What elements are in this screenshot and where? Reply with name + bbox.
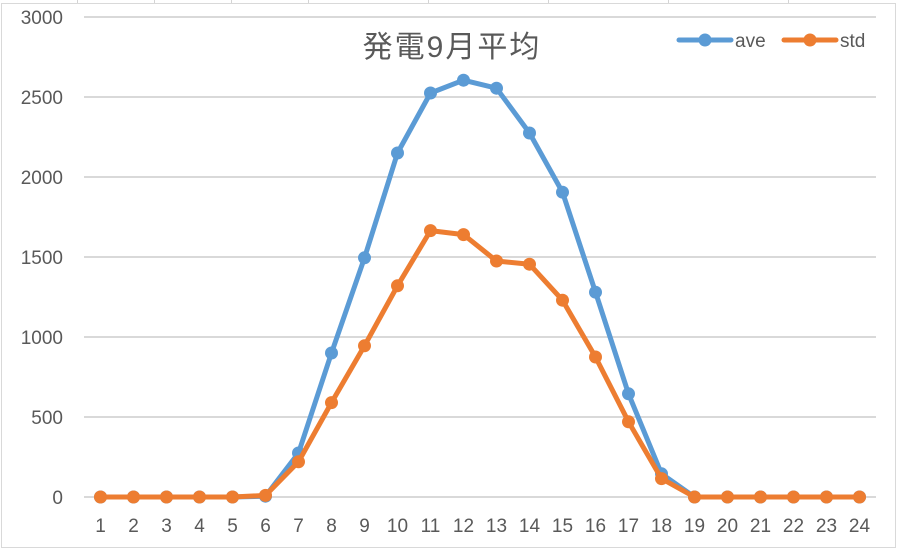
x-tick-label: 20 (717, 516, 738, 537)
x-tick-label: 17 (618, 516, 639, 537)
data-point-marker[interactable] (358, 251, 371, 265)
x-tick-label: 21 (750, 516, 771, 537)
data-point-marker[interactable] (490, 254, 503, 268)
data-point-marker[interactable] (325, 346, 338, 360)
y-tick-label: 1500 (21, 248, 63, 269)
series-std (94, 224, 866, 504)
x-tick-label: 5 (227, 516, 238, 537)
y-gridlines (84, 16, 876, 498)
x-tick-label: 15 (552, 516, 573, 537)
legend-label: std (840, 31, 865, 52)
data-series (94, 73, 866, 504)
x-tick-label: 11 (421, 516, 441, 537)
data-point-marker[interactable] (523, 126, 536, 140)
x-tick-label: 8 (326, 516, 337, 537)
data-point-marker[interactable] (259, 488, 272, 502)
data-point-marker[interactable] (160, 490, 173, 504)
y-tick-label: 3000 (21, 8, 63, 29)
series-line (100, 228, 860, 500)
x-axis-tick-labels: 1 2 3 4 5 6 7 8 9 10 11 12 13 14 15 16 17 18 19 20 21 22 23 24 (95, 516, 870, 537)
data-point-marker[interactable] (556, 293, 569, 307)
series-ave (94, 73, 866, 504)
data-point-marker[interactable] (853, 490, 866, 504)
x-tick-label: 9 (359, 516, 370, 537)
data-point-marker[interactable] (424, 86, 437, 100)
data-point-marker[interactable] (391, 279, 404, 293)
data-point-marker[interactable] (292, 455, 305, 469)
data-point-marker[interactable] (127, 490, 140, 504)
x-tick-label: 10 (387, 516, 408, 537)
data-point-marker[interactable] (655, 472, 668, 486)
data-point-marker[interactable] (391, 146, 404, 160)
series-line (100, 77, 860, 500)
x-tick-label: 16 (585, 516, 606, 537)
x-tick-label: 18 (651, 516, 672, 537)
legend-label: ave (735, 31, 766, 52)
data-point-marker[interactable] (589, 285, 602, 299)
x-tick-label: 6 (260, 516, 271, 537)
data-point-marker[interactable] (556, 185, 569, 199)
x-tick-label: 22 (783, 516, 804, 537)
x-tick-label: 14 (519, 516, 541, 537)
y-tick-label: 500 (31, 408, 63, 429)
x-tick-label: 2 (128, 516, 139, 537)
x-tick-label: 12 (453, 516, 474, 537)
data-point-marker[interactable] (787, 490, 800, 504)
data-point-marker[interactable] (193, 490, 206, 504)
x-tick-label: 3 (161, 516, 172, 537)
legend-item-ave[interactable]: ave (676, 31, 766, 52)
chart-area[interactable] (1, 3, 896, 548)
data-point-marker[interactable] (721, 490, 734, 504)
data-point-marker[interactable] (94, 490, 107, 504)
data-point-marker[interactable] (424, 224, 437, 238)
data-point-marker[interactable] (457, 228, 470, 242)
data-point-marker[interactable] (226, 490, 239, 504)
spreadsheet-gridlines (77, 0, 789, 4)
x-tick-label: 19 (684, 516, 705, 537)
y-tick-label: 1000 (21, 328, 63, 349)
y-axis-tick-labels: 0 500 1000 1500 2000 2500 3000 (21, 8, 63, 509)
legend-item-std[interactable]: std (781, 31, 865, 52)
legend: ave std (676, 31, 865, 52)
data-point-marker[interactable] (523, 257, 536, 271)
x-tick-label: 24 (849, 516, 871, 537)
legend-dot-icon (698, 33, 712, 47)
x-tick-label: 4 (194, 516, 205, 537)
data-point-marker[interactable] (589, 350, 602, 364)
data-point-marker[interactable] (754, 490, 767, 504)
data-point-marker[interactable] (622, 415, 635, 429)
data-point-marker[interactable] (325, 396, 338, 410)
chart-title: 発電9月平均 (363, 31, 542, 64)
data-point-marker[interactable] (622, 387, 635, 401)
data-point-marker[interactable] (490, 81, 503, 95)
y-tick-label: 2500 (21, 88, 63, 109)
data-point-marker[interactable] (820, 490, 833, 504)
legend-dot-icon (803, 33, 817, 47)
data-point-marker[interactable] (688, 490, 701, 504)
data-point-marker[interactable] (358, 339, 371, 353)
x-tick-label: 23 (816, 516, 837, 537)
x-tick-label: 1 (95, 516, 106, 537)
y-tick-label: 0 (52, 488, 63, 509)
data-point-marker[interactable] (457, 73, 470, 87)
y-tick-label: 2000 (21, 168, 63, 189)
x-tick-label: 13 (486, 516, 507, 537)
x-tick-label: 7 (293, 516, 304, 537)
